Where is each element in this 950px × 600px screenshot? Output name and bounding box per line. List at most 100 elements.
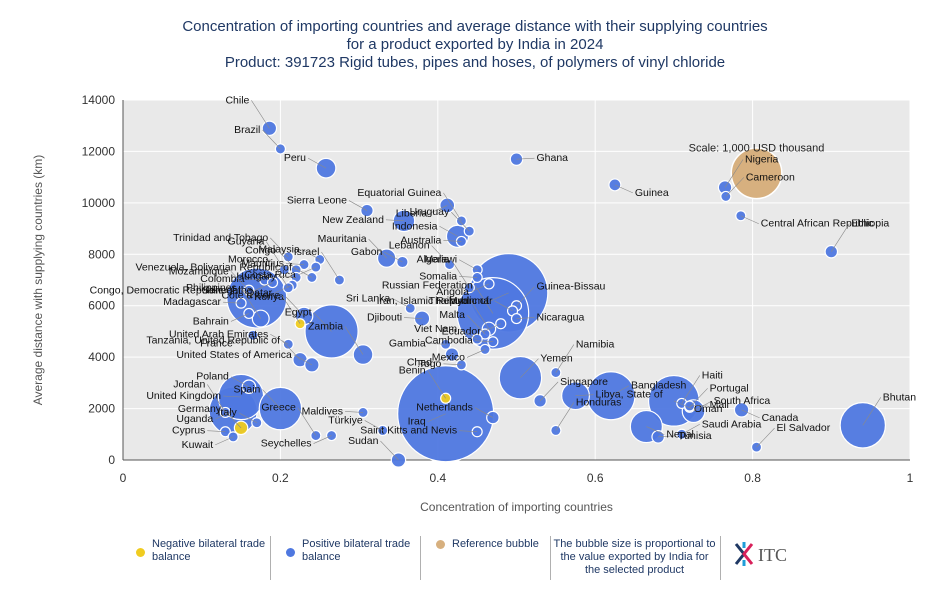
bubble-label: Peru — [284, 152, 306, 164]
bubble-label: Lebanon — [389, 240, 430, 252]
legend-divider — [550, 536, 551, 580]
bubble-label: Guinea — [635, 187, 669, 199]
bubble-label: Iran, Islamic Republic of — [377, 295, 489, 307]
bubble-label: Myanmar — [449, 295, 493, 307]
leader-line — [222, 408, 242, 429]
leader-line — [520, 358, 539, 378]
bubble-label: Viet Nam — [414, 323, 457, 335]
bubble-label: South Africa — [714, 395, 771, 407]
bubble-label: Sudan — [348, 435, 379, 447]
leader-line — [270, 334, 289, 345]
itc-logo-text: ITC — [758, 545, 787, 565]
legend-reference-label: Reference bubble — [452, 538, 539, 550]
leader-line — [246, 278, 265, 281]
leader-line — [470, 283, 490, 293]
bubble-label: Seychelles — [261, 438, 312, 450]
bubble-label: Saint Kitts and Nevis — [360, 425, 457, 437]
bubble-label: Liberia — [396, 207, 428, 219]
bubble-label: Somalia — [419, 270, 457, 282]
leader-line — [516, 157, 535, 160]
leader-line — [494, 300, 513, 312]
leader-line — [443, 192, 462, 222]
leader-line — [380, 440, 399, 461]
leader-line — [439, 226, 458, 237]
bubble-label: Central African Republic — [761, 218, 874, 230]
leader-line — [301, 249, 320, 260]
bubble-label: United States of America — [176, 349, 292, 361]
legend-divider — [720, 536, 721, 580]
leader-line — [459, 430, 478, 433]
bubble-label: Nicaragua — [537, 312, 585, 324]
leader-line — [223, 395, 242, 398]
bubble-label: Oman — [694, 403, 723, 415]
y-tick-label: 6000 — [88, 299, 115, 313]
leader-line — [555, 402, 575, 431]
bubble-label: Zambia — [308, 321, 343, 333]
leader-line — [614, 184, 633, 194]
bubble-label: Cyprus — [172, 425, 205, 437]
leader-line — [207, 430, 226, 433]
x-tick-label: 0 — [120, 471, 127, 485]
leader-line — [693, 400, 712, 412]
bubble-label: Côte d'Ivoire — [221, 290, 280, 302]
bubble-label: Saudi Arabia — [702, 418, 762, 430]
x-axis-title: Concentration of importing countries — [420, 500, 613, 514]
leader-line — [689, 404, 708, 407]
bubble-label: Trinidad and Tobago — [173, 232, 268, 244]
bubble-label: Costa Rica — [244, 269, 296, 281]
bubble-label: United Arab Emirates — [169, 328, 268, 340]
x-tick-label: 0.8 — [744, 471, 761, 485]
leader-line — [431, 245, 450, 265]
bubble-label: Portugal — [710, 382, 749, 394]
bubble-label: Russian Federation — [382, 279, 473, 291]
bubble-label: Ecuador — [442, 326, 482, 338]
leader-line — [482, 323, 501, 332]
leader-line — [321, 251, 340, 281]
leader-line — [443, 363, 462, 366]
bubble-label: Bhutan — [883, 391, 916, 403]
bubble-label: Guyana — [228, 236, 265, 248]
y-tick-label: 8000 — [88, 247, 115, 261]
leader-line — [470, 300, 490, 330]
bubble-label: New Zealand — [322, 214, 384, 226]
leader-line — [293, 267, 313, 278]
bubble-label: Tunisia — [678, 430, 712, 442]
bubble-label: Mozambique — [169, 265, 229, 277]
bubble-label: Chad — [407, 357, 432, 369]
bubble-label: Türkiye — [328, 414, 363, 426]
leader-line — [433, 354, 453, 363]
leader-line — [262, 389, 281, 409]
bubble-label: Sri Lanka — [346, 292, 391, 304]
legend-negative-label: Negative bilateral trade balance — [152, 538, 266, 563]
leader-line — [490, 292, 509, 302]
bubble-label: Venezuela, Bolivarian Republic of — [135, 261, 292, 273]
leader-line — [297, 407, 317, 436]
y-tick-label: 10000 — [82, 196, 116, 210]
negative-dot-icon — [136, 548, 145, 557]
leader-line — [270, 259, 289, 288]
leader-line — [230, 271, 250, 291]
bubble-label: Gabon — [351, 246, 383, 258]
leader-line — [238, 412, 257, 423]
bubble-label: Malaysia — [258, 243, 300, 255]
bubble-label: Malta — [439, 309, 465, 321]
leader-line — [384, 251, 403, 263]
bubble-label: Netherlands — [416, 402, 473, 414]
leader-line — [451, 259, 470, 288]
x-tick-label: 0.6 — [587, 471, 604, 485]
positive-dot-icon — [286, 548, 295, 557]
leader-line — [681, 424, 700, 435]
leader-line — [262, 129, 281, 150]
bubble-label: Yemen — [540, 353, 572, 365]
scale-label: Scale: 1,000 USD thousand — [689, 142, 825, 154]
bubble-label: Mauritius — [241, 258, 284, 270]
bubble-label: Uruguay — [410, 206, 450, 218]
chart-title-line-1: Concentration of importing countries and… — [182, 18, 768, 35]
leader-line — [673, 400, 693, 410]
bubble-label: Mali — [710, 399, 729, 411]
bubble-label: Cameroon — [746, 171, 795, 183]
bubble-label: Kuwait — [182, 439, 214, 451]
y-axis-title: Average distance with supplying countrie… — [31, 155, 45, 406]
